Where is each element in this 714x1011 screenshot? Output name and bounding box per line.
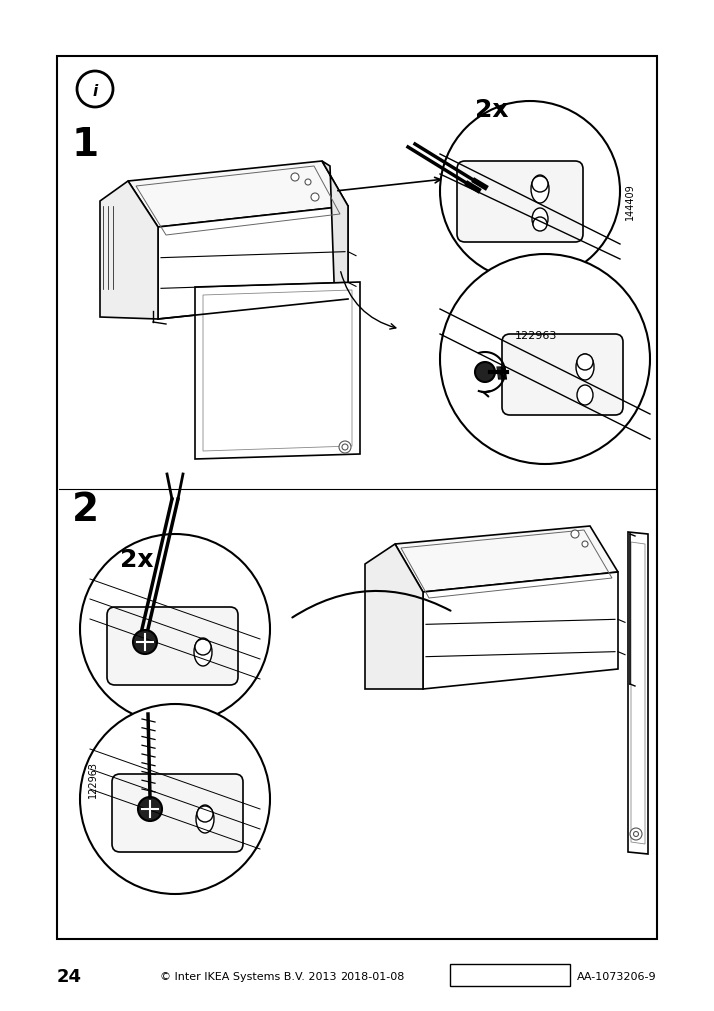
Circle shape — [629, 551, 635, 557]
Circle shape — [195, 639, 211, 655]
Circle shape — [311, 194, 319, 202]
Ellipse shape — [532, 209, 548, 231]
Text: © Inter IKEA Systems B.V. 2013: © Inter IKEA Systems B.V. 2013 — [160, 971, 336, 981]
Ellipse shape — [577, 385, 593, 405]
Ellipse shape — [196, 805, 214, 833]
Circle shape — [440, 102, 620, 282]
Text: 122963: 122963 — [515, 331, 558, 341]
Polygon shape — [423, 572, 618, 690]
Circle shape — [629, 671, 635, 677]
Ellipse shape — [576, 355, 594, 380]
FancyBboxPatch shape — [502, 335, 623, 416]
Polygon shape — [195, 283, 360, 460]
Circle shape — [440, 255, 650, 464]
Circle shape — [533, 217, 547, 232]
FancyBboxPatch shape — [457, 162, 583, 243]
Circle shape — [577, 355, 593, 371]
Circle shape — [77, 72, 113, 108]
Polygon shape — [395, 527, 618, 592]
Circle shape — [80, 535, 270, 724]
Ellipse shape — [194, 638, 212, 666]
Polygon shape — [322, 162, 348, 309]
Text: 1: 1 — [71, 126, 99, 164]
Polygon shape — [128, 162, 348, 227]
Circle shape — [475, 363, 495, 382]
Circle shape — [571, 531, 579, 539]
Polygon shape — [100, 182, 158, 319]
Circle shape — [339, 442, 351, 454]
Circle shape — [291, 174, 299, 182]
Text: 24: 24 — [57, 968, 82, 985]
Circle shape — [133, 631, 157, 654]
FancyBboxPatch shape — [107, 608, 238, 685]
FancyBboxPatch shape — [112, 774, 243, 852]
Text: 2: 2 — [71, 490, 99, 529]
Circle shape — [138, 798, 162, 821]
Text: 2x: 2x — [475, 98, 508, 122]
Bar — [57, 57, 657, 939]
Circle shape — [197, 806, 213, 822]
Text: i: i — [92, 84, 98, 98]
Polygon shape — [365, 545, 423, 690]
Circle shape — [629, 617, 635, 623]
Text: 122963: 122963 — [88, 760, 98, 798]
Polygon shape — [628, 533, 648, 854]
Bar — [450, 964, 570, 986]
Text: 144409: 144409 — [625, 183, 635, 220]
Text: 2x: 2x — [120, 548, 154, 571]
Circle shape — [630, 828, 642, 840]
Polygon shape — [158, 207, 348, 319]
Text: AA-1073206-9: AA-1073206-9 — [578, 971, 657, 981]
Ellipse shape — [531, 176, 549, 204]
Text: 2018-01-08: 2018-01-08 — [340, 971, 404, 981]
Circle shape — [80, 705, 270, 894]
Circle shape — [582, 542, 588, 548]
Circle shape — [532, 177, 548, 193]
Circle shape — [305, 180, 311, 186]
